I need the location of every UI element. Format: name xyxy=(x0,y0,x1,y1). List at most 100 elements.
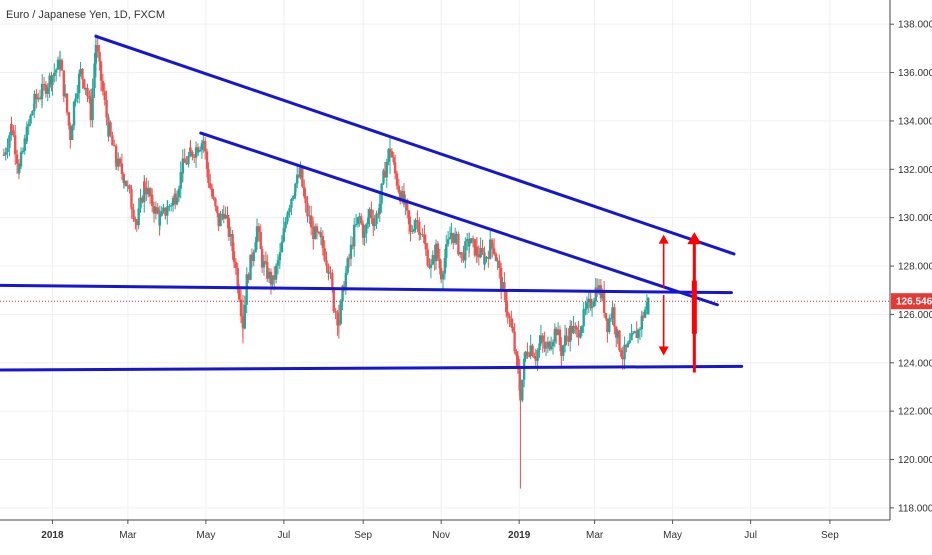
candle-body xyxy=(349,244,353,259)
candle-body xyxy=(245,288,248,305)
candle-body xyxy=(382,170,385,184)
candle-body xyxy=(511,326,514,332)
candle-body xyxy=(25,126,29,142)
up-arrow-small xyxy=(658,234,669,288)
candle-body xyxy=(383,170,387,178)
candle-body xyxy=(490,239,494,244)
candle-body xyxy=(366,217,370,225)
candle-body xyxy=(584,308,587,310)
candle-body xyxy=(166,206,169,211)
candle-body xyxy=(351,244,355,247)
candle-body xyxy=(325,260,328,266)
candle-body xyxy=(496,260,499,262)
candle-body xyxy=(528,355,531,357)
chart-title: Euro / Japanese Yen, 1D, FXCM xyxy=(6,9,165,21)
candle-body xyxy=(529,345,532,356)
candle-body xyxy=(551,341,555,347)
candle-body xyxy=(321,236,325,249)
candle-body xyxy=(441,273,445,280)
candle-body xyxy=(494,254,498,262)
candle-body xyxy=(378,203,381,215)
candle-body xyxy=(160,211,163,216)
candle-body xyxy=(173,193,177,205)
upper-descending-trendline xyxy=(94,34,736,256)
candle-body xyxy=(642,315,645,318)
candle-body xyxy=(354,223,358,225)
candle-body xyxy=(498,260,501,269)
candle-body xyxy=(359,216,363,224)
x-tick-label: 2018 xyxy=(41,530,64,541)
candle-body xyxy=(590,306,594,308)
candle-body xyxy=(533,356,536,359)
candle-body xyxy=(219,214,222,227)
candle-body xyxy=(604,313,608,319)
candle-body xyxy=(452,232,455,243)
candle-body xyxy=(395,173,399,186)
candle-body xyxy=(375,213,378,225)
y-tick-label: 124.000 xyxy=(898,358,932,369)
candle-body xyxy=(397,185,401,193)
candle-body xyxy=(483,257,486,265)
candle-body xyxy=(556,329,560,336)
candle-body xyxy=(626,342,630,347)
candle-body xyxy=(615,326,618,338)
candle-body xyxy=(543,341,546,349)
candle-body xyxy=(234,261,238,268)
candle-body xyxy=(107,122,110,137)
candle-body xyxy=(368,209,371,218)
candle-body xyxy=(262,261,266,268)
candle-body xyxy=(257,226,261,233)
candle-body xyxy=(534,358,537,361)
candle-body xyxy=(602,290,606,314)
candle-body xyxy=(114,145,118,163)
candle-body xyxy=(210,188,214,197)
candle-body xyxy=(130,206,133,210)
candle-body xyxy=(304,196,307,204)
candle-body xyxy=(135,221,139,226)
y-tick-label: 136.000 xyxy=(898,68,932,79)
candle-body xyxy=(74,98,77,102)
candle-body xyxy=(226,214,229,219)
candle-body xyxy=(485,256,488,258)
candle-body xyxy=(264,261,268,263)
candle-body xyxy=(541,335,544,342)
y-tick-label: 132.000 xyxy=(898,165,932,176)
candle-body xyxy=(587,298,590,303)
candle-body xyxy=(154,207,158,214)
candle-body xyxy=(181,158,185,174)
candle-body xyxy=(616,330,619,338)
candle-body xyxy=(266,262,269,279)
candle-body xyxy=(313,226,317,240)
candle-body xyxy=(189,147,192,152)
y-tick-label: 134.000 xyxy=(898,116,932,127)
candle-body xyxy=(341,285,344,302)
candle-body xyxy=(448,237,452,240)
candle-body xyxy=(96,44,99,52)
candle-body xyxy=(347,258,351,260)
candle-body xyxy=(288,207,291,213)
candle-body xyxy=(269,271,273,285)
candle-body xyxy=(609,317,613,319)
candle-body xyxy=(91,88,94,121)
down-arrow-small xyxy=(658,295,669,356)
candle-body xyxy=(229,234,232,237)
candle-body xyxy=(232,251,236,262)
candle-body xyxy=(53,72,56,76)
candle-body xyxy=(477,254,481,258)
candle-body xyxy=(570,325,573,334)
candle-body xyxy=(450,232,453,238)
candle-body xyxy=(439,267,443,280)
candle-body xyxy=(168,205,171,207)
candle-body xyxy=(464,241,467,261)
candle-body xyxy=(647,297,650,315)
candle-body xyxy=(516,355,520,369)
candle-body xyxy=(46,87,49,94)
candle-body xyxy=(132,209,135,220)
candle-body xyxy=(113,145,116,147)
candle-body xyxy=(58,60,62,70)
candle-body xyxy=(274,265,278,280)
candle-body xyxy=(344,272,348,291)
candle-body xyxy=(521,379,524,401)
candle-body xyxy=(418,221,421,235)
candle-body xyxy=(12,130,15,136)
